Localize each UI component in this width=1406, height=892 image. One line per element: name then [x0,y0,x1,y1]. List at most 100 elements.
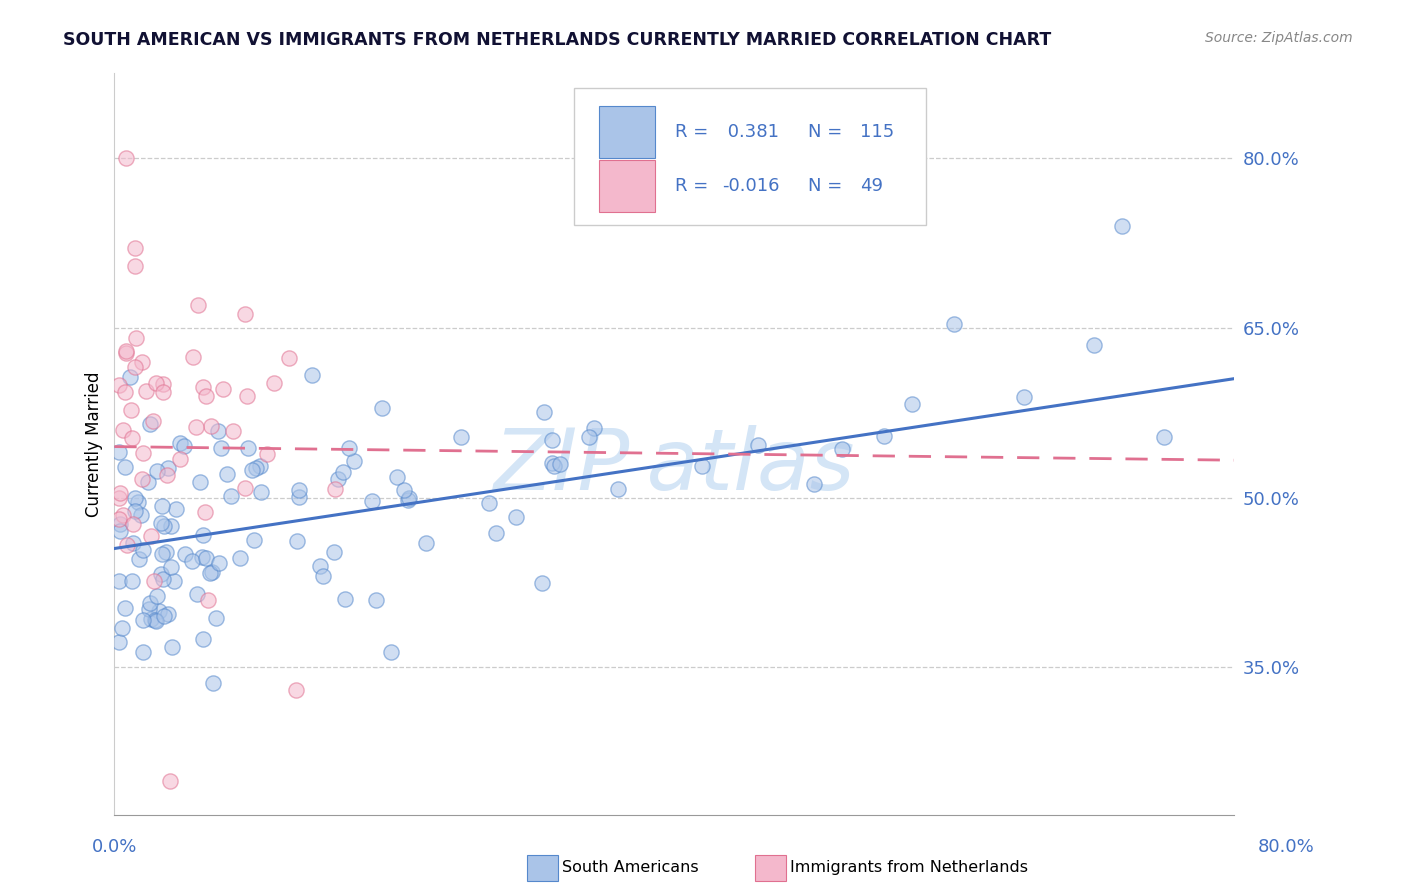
Point [174,547,197,561]
Point [194,505,217,519]
Point [138,602,160,616]
Point [150,547,173,561]
Point [236,389,259,403]
Point [122,516,145,531]
Point [332,465,354,479]
Point [607,483,630,497]
Point [198,566,221,581]
Point [149,516,172,530]
Point [165,502,187,516]
Point [127,494,149,508]
Point [364,593,387,607]
Point [156,607,179,621]
Text: 80.0%: 80.0% [1258,838,1315,856]
Point [197,593,219,607]
Point [107,512,129,526]
Point [371,401,394,415]
Point [111,508,134,522]
Point [169,436,191,450]
Point [124,259,146,273]
Point [118,370,141,384]
Point [233,307,256,321]
Point [180,554,202,568]
Point [114,600,136,615]
Point [690,458,713,473]
Point [901,397,924,411]
Point [184,420,207,434]
Point [124,503,146,517]
Bar [599,161,655,212]
Point [200,418,222,433]
Point [132,613,155,627]
Point [1111,219,1133,233]
Point [129,508,152,522]
Text: -0.016: -0.016 [723,178,780,195]
Point [337,441,360,455]
Point [415,536,437,550]
Point [195,551,218,566]
Point [135,384,157,398]
Point [343,454,366,468]
Point [229,551,252,566]
Point [139,417,162,432]
Point [326,472,349,486]
Point [145,465,167,479]
Point [277,351,299,366]
Point [107,635,129,649]
Point [110,486,132,500]
Point [478,496,501,510]
Text: Immigrants from Netherlands: Immigrants from Netherlands [790,861,1028,875]
Text: R =: R = [675,123,714,141]
Point [208,556,231,570]
Point [114,459,136,474]
Point [142,413,165,427]
Text: Source: ZipAtlas.com: Source: ZipAtlas.com [1205,31,1353,45]
Point [243,533,266,548]
Point [186,587,208,601]
Point [107,377,129,392]
Text: SOUTH AMERICAN VS IMMIGRANTS FROM NETHERLANDS CURRENTLY MARRIED CORRELATION CHAR: SOUTH AMERICAN VS IMMIGRANTS FROM NETHER… [63,31,1052,49]
Point [209,441,232,455]
Point [141,612,163,626]
Point [125,331,148,345]
Point [163,574,186,589]
Point [201,565,224,579]
Point [450,429,472,443]
Point [120,403,142,417]
Point [212,382,235,396]
Point [152,377,174,392]
Point [309,558,332,573]
Y-axis label: Currently Married: Currently Married [86,371,103,516]
Point [124,359,146,374]
Point [181,351,204,365]
Point [111,621,134,635]
Point [288,490,311,504]
Point [1012,390,1035,404]
Text: N =: N = [807,178,848,195]
Text: South Americans: South Americans [562,861,699,875]
Point [285,683,308,698]
Point [233,481,256,495]
Point [155,545,177,559]
Point [114,151,136,165]
Point [115,343,138,358]
Point [385,469,408,483]
Point [323,482,346,496]
Point [533,405,555,419]
Point [107,574,129,588]
Point [222,424,245,438]
Point [191,549,214,564]
Point [361,494,384,508]
Point [146,590,169,604]
Point [205,610,228,624]
Point [142,574,165,588]
Point [131,354,153,368]
Point [943,317,966,331]
Point [156,467,179,482]
Point [159,773,181,788]
Point [543,458,565,473]
Point [132,645,155,659]
Point [156,461,179,475]
Point [188,475,211,489]
Point [245,460,267,475]
